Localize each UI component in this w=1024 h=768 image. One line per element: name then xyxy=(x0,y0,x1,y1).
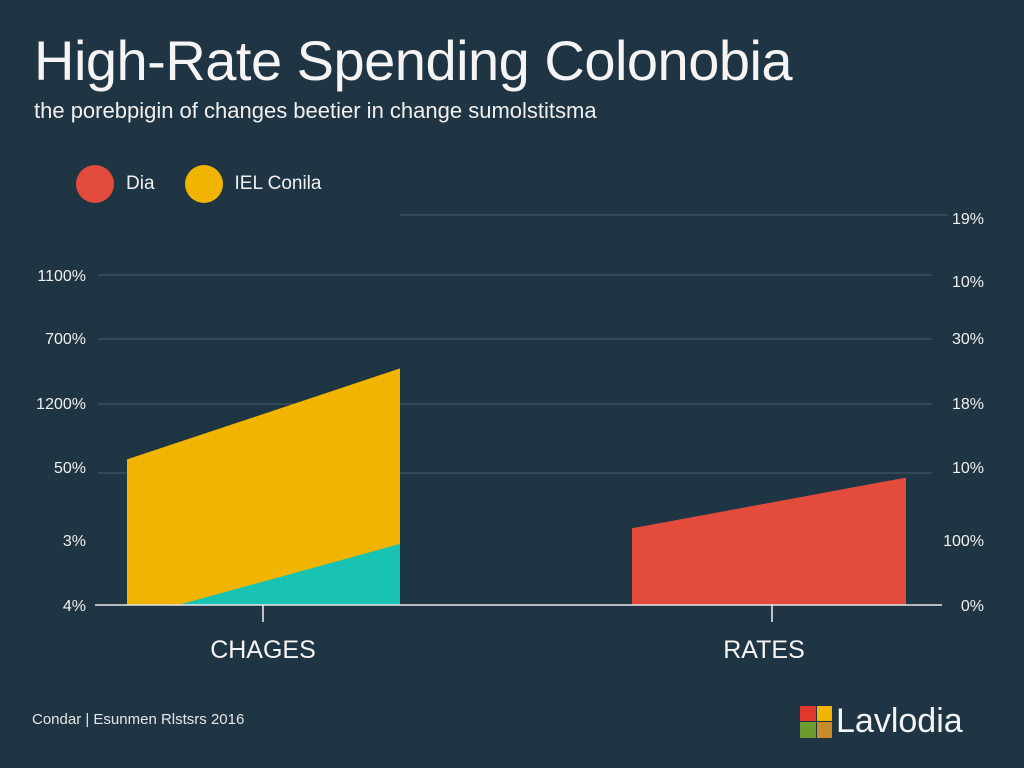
chart-subtitle: the porebpigin of changes beetier in cha… xyxy=(34,98,597,123)
chart-title: High-Rate Spending Colonobia xyxy=(34,29,793,92)
legend-swatch-dia xyxy=(76,165,114,203)
y-right-tick-label: 10% xyxy=(952,460,984,477)
area-dia-rates xyxy=(632,477,906,605)
y-right-tick-label: 100% xyxy=(943,533,984,550)
y-left-tick-label: 50% xyxy=(54,460,86,477)
source-note: Condar | Esunmen Rlstsrs 2016 xyxy=(32,711,245,728)
y-left-tick-label: 1100% xyxy=(37,268,86,285)
y-left-tick-label: 4% xyxy=(63,598,86,615)
y-left-tick-label: 700% xyxy=(45,331,86,348)
legend: Dia IEL Conila xyxy=(76,165,351,203)
x-tick-label: RATES xyxy=(723,636,805,664)
brand-name: Lavlodia xyxy=(836,702,963,740)
legend-label-dia: Dia xyxy=(126,173,155,194)
y-right-tick-label: 19% xyxy=(952,211,984,228)
y-right-tick-label: 0% xyxy=(961,598,984,615)
legend-label-iel-conila: IEL Conila xyxy=(234,173,322,194)
y-right-tick-label: 10% xyxy=(952,274,984,291)
y-left-tick-label: 1200% xyxy=(36,396,86,413)
brand-logo: Lavlodia xyxy=(800,702,963,741)
y-right-tick-label: 18% xyxy=(952,396,984,413)
brand-mark-icon xyxy=(800,705,832,738)
y-left-tick-label: 3% xyxy=(63,533,86,550)
x-tick-label: CHAGES xyxy=(210,636,316,664)
legend-item-iel-conila: IEL Conila xyxy=(184,165,322,203)
legend-item-dia: Dia xyxy=(76,165,155,203)
area-unnamed-chages xyxy=(127,543,400,605)
y-right-tick-label: 30% xyxy=(952,331,984,348)
area-iel-conila-chages xyxy=(127,368,400,605)
legend-swatch-iel-conila xyxy=(184,165,223,203)
